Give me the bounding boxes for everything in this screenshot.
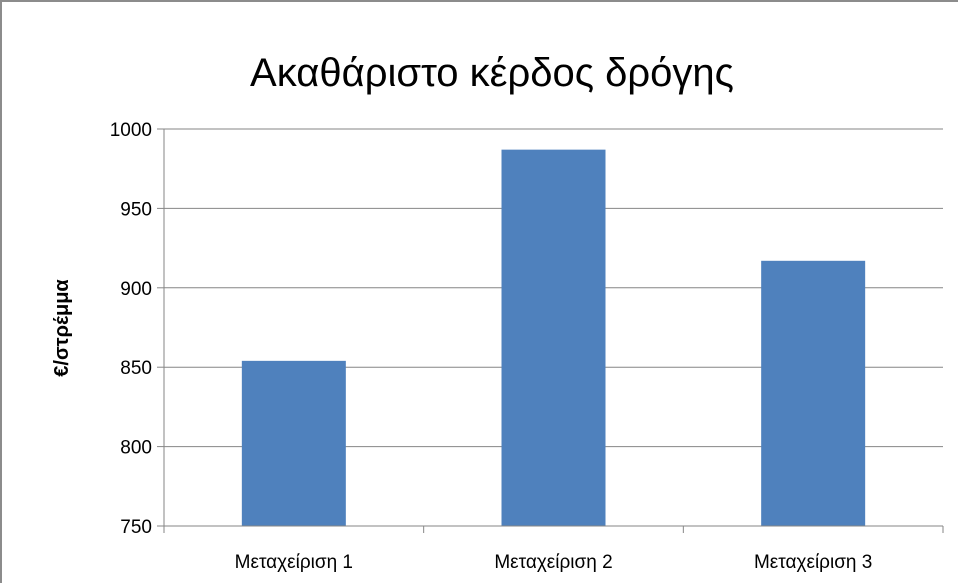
- bars: [241, 149, 866, 527]
- y-tick-label: 800: [120, 438, 152, 459]
- y-tick-label: 1000: [110, 120, 152, 141]
- x-tick-labels: Μεταχείριση 1 Μεταχείριση 2 Μεταχείριση 3: [235, 552, 873, 573]
- y-axis-label: €/στρέμμα: [51, 279, 73, 377]
- y-tick-labels: 750 800 850 900 950 1000: [110, 120, 152, 538]
- x-tick-label: Μεταχείριση 1: [235, 552, 353, 573]
- bar-1: [241, 360, 346, 526]
- bar-2: [501, 149, 606, 527]
- x-tick-label: Μεταχείριση 3: [754, 552, 872, 573]
- chart-title: Ακαθάριστο κέρδος δρόγης: [250, 51, 734, 95]
- axes: [157, 129, 944, 533]
- y-tick-label: 850: [120, 358, 152, 379]
- x-tick-label: Μεταχείριση 2: [494, 552, 612, 573]
- y-tick-label: 750: [120, 517, 152, 538]
- y-tick-label: 900: [120, 279, 152, 300]
- y-tick-label: 950: [120, 199, 152, 220]
- bar-3: [761, 260, 866, 526]
